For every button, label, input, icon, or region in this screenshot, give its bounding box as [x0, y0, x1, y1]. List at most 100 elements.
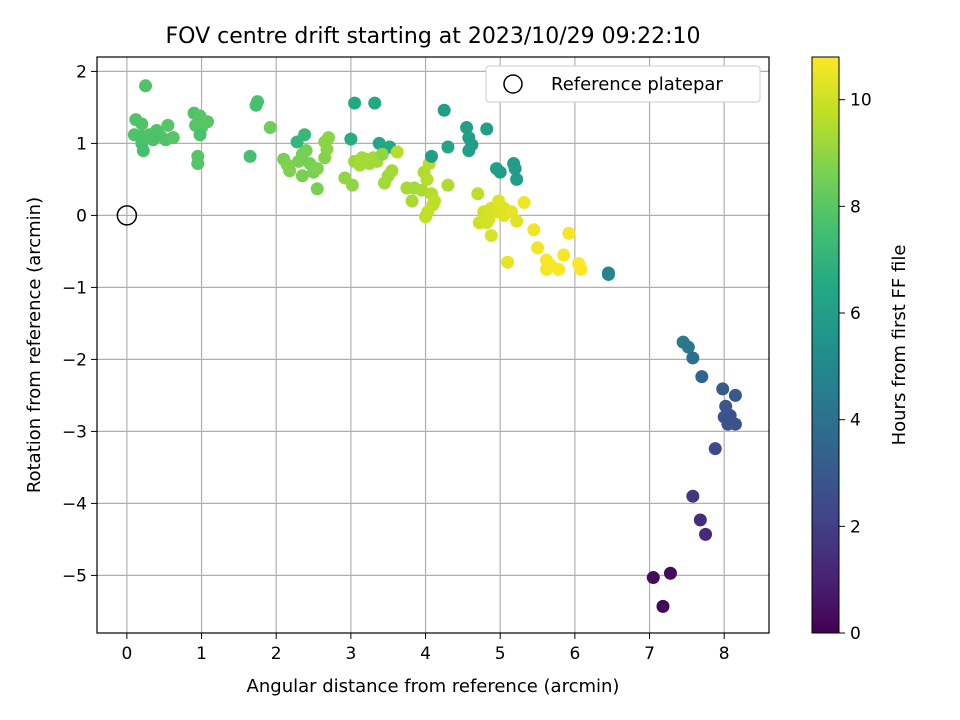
tick-labels: 0 1 2 3 4 5 6 7 8 −5 −4 −3 −2 −1 0 1 2 — [62, 62, 730, 664]
legend-marker — [503, 74, 523, 94]
data-point — [299, 144, 313, 158]
data-point — [136, 144, 150, 158]
data-point — [501, 255, 515, 269]
data-point — [146, 133, 160, 147]
data-point — [508, 162, 522, 176]
data-points — [127, 79, 742, 613]
data-point — [201, 115, 215, 129]
axes — [91, 56, 770, 639]
data-point — [420, 172, 434, 186]
data-point — [695, 370, 709, 384]
colorbar-tick-label: 10 — [850, 91, 872, 111]
data-point — [344, 132, 358, 146]
data-point — [551, 262, 565, 276]
data-point — [527, 223, 541, 237]
x-tick-label: 5 — [495, 644, 506, 664]
data-point — [249, 98, 263, 112]
data-point — [310, 182, 324, 196]
data-point — [562, 226, 576, 240]
data-point — [243, 149, 257, 163]
data-point — [557, 248, 571, 262]
x-tick-label: 6 — [569, 644, 580, 664]
x-tick-label: 7 — [644, 644, 655, 664]
data-point — [390, 145, 404, 159]
data-point — [419, 210, 433, 224]
data-point — [437, 103, 451, 117]
data-point — [298, 128, 312, 142]
data-point — [517, 195, 531, 209]
data-point — [193, 128, 207, 142]
colorbar-ticks: 0 2 4 6 8 10 — [839, 91, 872, 644]
data-point — [493, 165, 507, 179]
data-point — [348, 96, 362, 110]
colorbar-tick-label: 6 — [850, 304, 861, 324]
x-tick-label: 2 — [271, 644, 282, 664]
data-point — [191, 157, 205, 171]
y-tick-label: −3 — [62, 422, 87, 442]
legend: Reference platepar — [485, 65, 761, 103]
data-point — [480, 216, 494, 230]
data-point — [321, 131, 335, 145]
x-tick-label: 4 — [420, 644, 431, 664]
colorbar: 0 2 4 6 8 10 Hours from first FF file — [811, 56, 910, 644]
data-point — [716, 382, 730, 396]
data-point — [601, 267, 615, 281]
data-point — [161, 118, 175, 132]
data-point — [510, 172, 524, 186]
data-point — [441, 178, 455, 192]
data-point — [310, 162, 324, 176]
data-point — [263, 121, 277, 135]
x-tick-label: 0 — [121, 644, 132, 664]
y-tick-label: 2 — [76, 62, 87, 82]
data-point — [135, 117, 149, 131]
colorbar-tick-label: 8 — [850, 197, 861, 217]
data-point — [708, 442, 722, 456]
data-point — [693, 513, 707, 527]
y-tick-label: −1 — [62, 278, 87, 298]
data-point — [405, 194, 419, 208]
y-tick-label: 0 — [76, 206, 87, 226]
data-point — [531, 241, 545, 255]
y-tick-label: −5 — [62, 566, 87, 586]
data-point — [377, 176, 391, 190]
y-axis-label: Rotation from reference (arcmin) — [24, 197, 45, 493]
data-point — [425, 149, 439, 163]
plot-frame — [96, 56, 770, 634]
data-point — [728, 417, 742, 431]
data-point — [728, 388, 742, 402]
data-point — [574, 262, 588, 276]
data-point — [646, 571, 660, 585]
legend-box — [485, 65, 761, 103]
legend-label: Reference platepar — [551, 74, 723, 95]
colorbar-gradient — [811, 56, 840, 634]
y-tick-label: −2 — [62, 350, 87, 370]
data-point — [166, 131, 180, 145]
data-point — [480, 122, 494, 136]
x-tick-label: 3 — [345, 644, 356, 664]
data-point — [139, 79, 153, 93]
data-point — [656, 599, 670, 613]
data-point — [471, 187, 485, 201]
y-tick-label: 1 — [76, 134, 87, 154]
data-point — [283, 164, 297, 178]
data-point — [368, 96, 382, 110]
data-point — [385, 164, 399, 178]
data-point — [681, 340, 695, 354]
colorbar-label: Hours from first FF file — [889, 245, 910, 446]
x-axis-label: Angular distance from reference (arcmin) — [247, 676, 620, 697]
reference-marker — [116, 205, 138, 226]
reference-point — [116, 205, 138, 226]
data-point — [510, 214, 524, 228]
data-point — [686, 351, 700, 365]
data-point — [295, 169, 309, 183]
x-tick-label: 1 — [196, 644, 207, 664]
data-point — [427, 194, 441, 208]
data-point — [318, 151, 332, 165]
data-point — [686, 489, 700, 503]
colorbar-tick-label: 2 — [850, 517, 861, 537]
data-point — [462, 144, 476, 158]
colorbar-tick-label: 4 — [850, 411, 861, 431]
grid-lines — [97, 57, 769, 633]
chart-title: FOV centre drift starting at 2023/10/29 … — [166, 24, 701, 49]
